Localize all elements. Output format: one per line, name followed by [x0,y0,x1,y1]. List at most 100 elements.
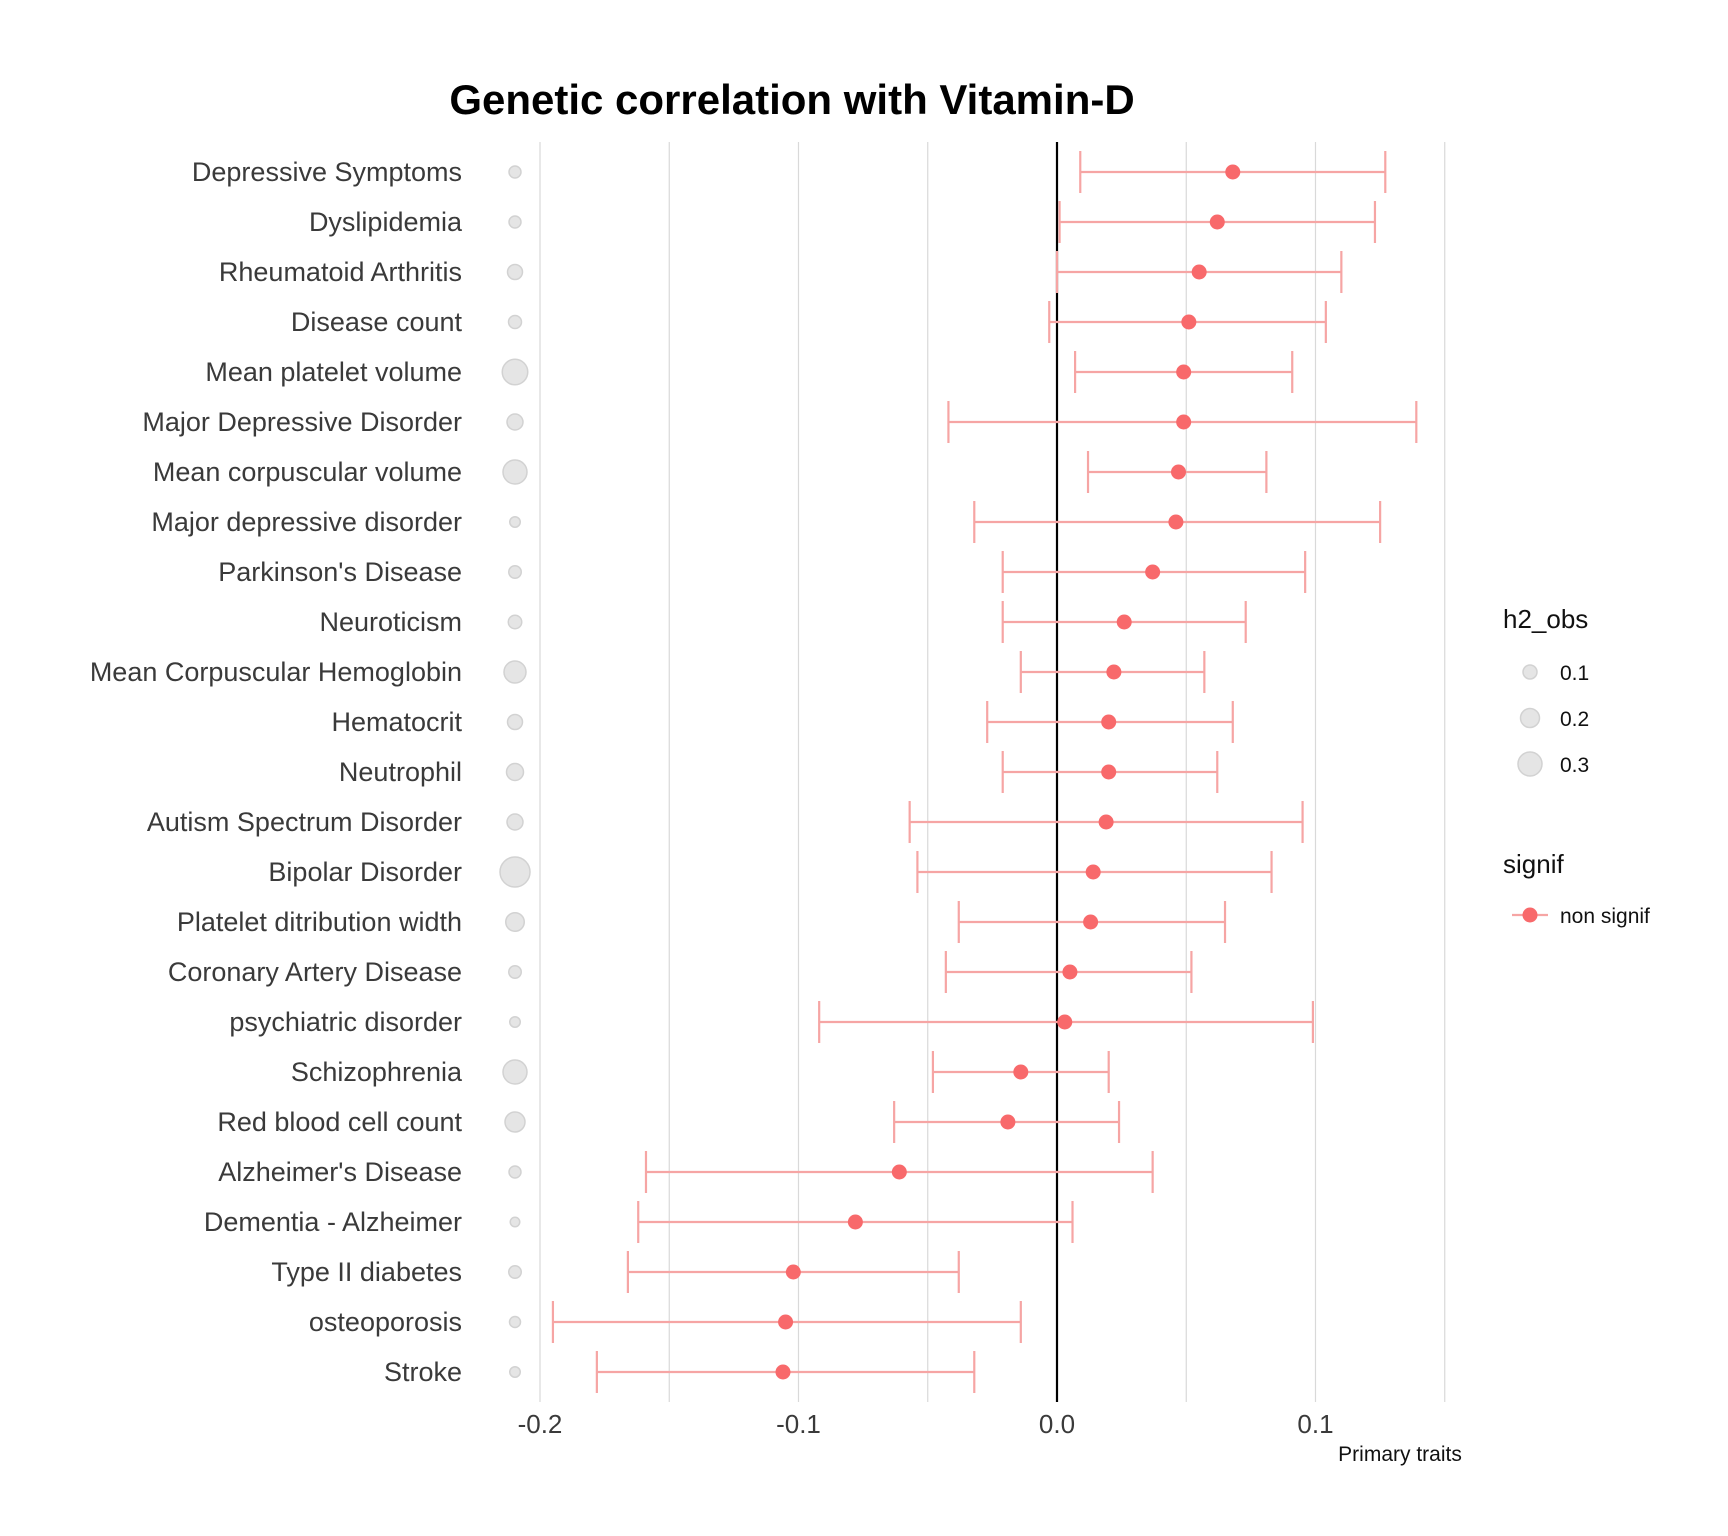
h2-size-circle [506,263,524,281]
legend-size-key [1522,664,1538,680]
h2-size-circles [499,165,531,1378]
h2-size-circle [506,813,524,831]
trait-label: Major Depressive Disorder [142,407,462,437]
error-bars [551,151,1418,1393]
rg-point [1083,914,1099,930]
trait-label: Mean platelet volume [205,357,462,387]
rg-point [1170,464,1186,480]
rg-point [1000,1114,1016,1130]
h2-size-circle [507,614,523,630]
legend-color-label: non signif [1560,905,1650,928]
h2-size-circle [502,1059,528,1085]
rg-point [1145,564,1161,580]
rg-point [1191,264,1207,280]
legend-color-title: signif [1503,849,1564,879]
gridlines [539,142,1446,1402]
legend-key-point [1522,907,1538,923]
h2-size-circle [506,413,524,431]
legend-size-label: 0.3 [1560,754,1589,777]
h2-size-circle [509,1366,521,1378]
h2-size-circle [508,1315,522,1329]
rg-point [1085,864,1101,880]
h2-size-circle [506,713,524,731]
rg-point [1225,164,1241,180]
rg-point [1101,714,1117,730]
trait-label: Type II diabetes [271,1257,462,1287]
trait-label: Neuroticism [319,607,462,637]
rg-point [1209,214,1225,230]
h2-size-circle [508,1265,522,1279]
chart-title: Genetic correlation with Vitamin-D [449,76,1134,123]
legend-size-key [1519,707,1541,729]
h2-size-circle [501,358,529,386]
h2-size-circle [502,459,528,485]
legend-size-title: h2_obs [1503,604,1588,634]
legend-color-key [1512,907,1548,923]
trait-label: Autism Spectrum Disorder [147,807,462,837]
h2-size-circle [504,1111,526,1133]
trait-label: Coronary Artery Disease [168,957,462,987]
trait-label: Mean Corpuscular Hemoglobin [90,657,462,687]
trait-label: Bipolar Disorder [268,857,462,887]
h2-size-circle [509,516,521,528]
h2-size-circle [508,1165,522,1179]
trait-label: psychiatric disorder [229,1007,462,1037]
rg-point [1062,964,1078,980]
legend-signif: signif non signif [1503,849,1650,928]
x-axis-title: Primary traits [1338,1443,1462,1466]
x-tick-label: 0.1 [1297,1409,1333,1439]
trait-label: Stroke [384,1357,462,1387]
trait-label: osteoporosis [309,1307,462,1337]
rg-point [1181,314,1197,330]
rg-point [1116,614,1132,630]
x-axis-ticks: -0.2 -0.1 0.0 0.1 [518,1409,1334,1439]
h2-size-circle [505,912,525,932]
legend-size-label: 0.1 [1560,662,1589,685]
trait-label: Hematocrit [331,707,462,737]
h2-size-circle [509,1216,521,1228]
trait-label: Disease count [291,307,463,337]
h2-size-circle [499,856,531,888]
h2-size-circle [508,215,522,229]
trait-labels: Depressive Symptoms Dyslipidemia Rheumatoi… [90,157,463,1387]
trait-label: Dementia - Alzheimer [204,1207,462,1237]
trait-label: Red blood cell count [217,1107,462,1137]
trait-label: Platelet ditribution width [177,907,462,937]
trait-label: Rheumatoid Arthritis [219,257,462,287]
h2-size-circle [508,165,522,179]
rg-point [1168,514,1184,530]
h2-size-circle [508,565,522,579]
legend-size-label: 0.2 [1560,708,1589,731]
rg-point [1057,1014,1073,1030]
h2-size-circle [505,762,525,782]
rg-point [1176,414,1192,430]
trait-label: Major depressive disorder [151,507,462,537]
rg-point [847,1214,863,1230]
rg-point [1106,664,1122,680]
trait-label: Mean corpuscular volume [153,457,462,487]
h2-size-circle [507,314,523,330]
trait-label: Parkinson's Disease [218,557,462,587]
trait-label: Neutrophil [339,757,462,787]
rg-point [778,1314,794,1330]
x-tick-label: -0.1 [776,1409,821,1439]
h2-size-circle [509,1016,521,1028]
rg-point [1101,764,1117,780]
trait-label: Schizophrenia [291,1057,463,1087]
rg-point [785,1264,801,1280]
correlation-points [775,164,1241,1380]
trait-label: Depressive Symptoms [192,157,462,187]
rg-point [891,1164,907,1180]
x-tick-label: -0.2 [518,1409,563,1439]
rg-point [1176,364,1192,380]
trait-label: Alzheimer's Disease [218,1157,462,1187]
x-tick-label: 0.0 [1039,1409,1075,1439]
h2-size-circle [508,965,522,979]
rg-point [775,1364,791,1380]
h2-size-circle [503,660,527,684]
trait-label: Dyslipidemia [309,207,463,237]
rg-point [1013,1064,1029,1080]
rg-point [1098,814,1114,830]
legend-h2-obs: h2_obs 0.1 0.2 0.3 [1503,604,1589,777]
